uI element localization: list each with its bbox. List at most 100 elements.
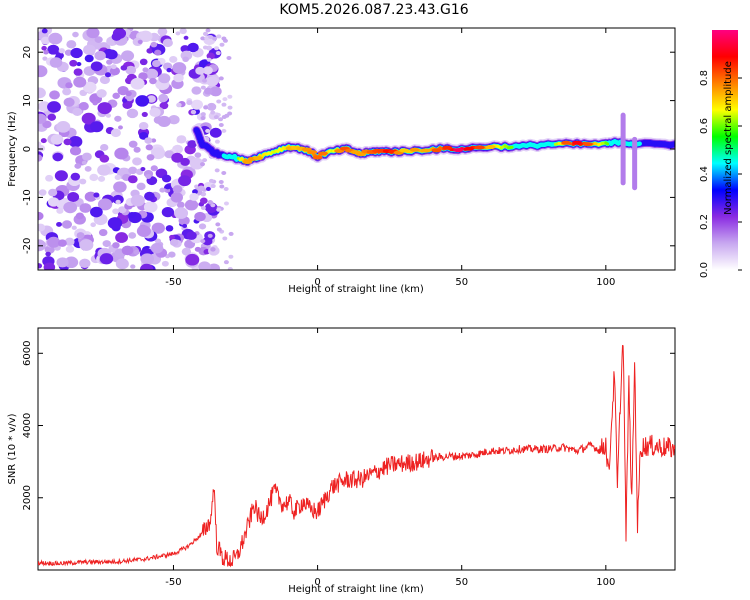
noise-blob [38,263,43,269]
noise-blob [164,184,171,190]
noise-blob [38,239,46,252]
noise-blob [64,256,79,269]
noise-blob [94,36,103,44]
noise-blob [200,85,206,90]
noise-blob [63,138,72,146]
noise-blob [81,160,87,165]
ridge-core [399,148,410,153]
noise-blob [121,245,134,256]
noise-blob [40,138,47,144]
noise-blob [65,245,75,253]
noise-blob [50,134,64,145]
noise-blob [73,76,87,88]
noise-blob [79,258,91,269]
noise-blob [135,95,150,107]
noise-blob [70,47,83,59]
noise-blob [114,174,121,181]
noise-blob [159,187,166,193]
noise-blob [56,257,69,268]
ridge-segment [666,141,675,149]
noise-blob [45,251,51,257]
noise-blob [69,59,78,67]
noise-blob [216,34,222,39]
noise-blob [99,75,110,85]
noise-blob [219,184,225,189]
y-tick-label: 6000 [22,341,33,366]
noise-blob [200,112,206,117]
noise-blob [202,66,213,75]
noise-blob [157,28,168,36]
noise-blob [43,49,49,55]
noise-blob [222,97,228,102]
noise-blob [90,61,103,72]
noise-blob [210,184,216,189]
noise-blob [69,146,82,156]
x-tick-label: -50 [165,277,181,288]
noise-blob [86,28,100,39]
noise-blob [64,49,73,56]
noise-blob [161,207,175,218]
noise-blob [197,185,205,192]
colorbar: 0.0 0.2 0.4 0.6 0.8 Normalized spectral ampl… [699,30,742,278]
noise-blob [97,198,113,211]
snr-series-line [38,344,675,568]
noise-blob [57,239,67,247]
noise-blob [38,154,43,162]
ridge-core [582,142,593,147]
noise-blob [216,227,222,232]
noise-blob [136,225,151,238]
ridge-core [474,145,485,150]
noise-blob [89,173,99,182]
noise-blob [128,232,137,239]
noise-blob [206,76,219,87]
noise-blob [204,87,213,95]
noise-blob [128,211,136,219]
noise-blob [82,81,97,94]
y-tick-label: 4000 [22,413,33,438]
noise-blob [144,137,153,144]
noise-blob [158,73,171,84]
noise-blob [90,206,103,218]
noise-blob [48,188,58,197]
ridge-core [317,151,328,156]
noise-blob [125,90,132,97]
noise-blob [75,212,84,220]
noise-blob [58,48,65,54]
ridge-segment [604,141,610,146]
noise-blob [218,180,224,185]
ridge-core [561,140,572,145]
noise-blob [151,147,166,160]
noise-blob [209,86,222,97]
noise-blob [99,253,114,265]
noise-blob [150,242,164,254]
noise-blob [105,113,112,118]
noise-blob [47,101,61,113]
noise-blob [186,100,193,106]
ridge-core [431,148,442,153]
noise-blob [206,52,215,60]
noise-blob [62,87,72,96]
noise-blob [63,201,78,214]
noise-blob [210,110,216,115]
noise-blob [207,200,213,205]
colorbar-tick-label: 0.4 [699,166,710,182]
noise-blob [49,90,60,100]
ridge-core [463,146,474,151]
noise-blob [130,264,136,269]
noise-blob [127,175,138,184]
noise-blob [172,185,183,194]
figure-title: KOM5.2026.087.23.43.G16 [279,2,468,18]
noise-blob [72,107,83,116]
noise-blob [149,77,157,85]
noise-blob [215,51,221,56]
noise-blob [168,115,180,125]
noise-blob [83,44,96,56]
noise-blob [111,32,122,41]
ridge-core [453,148,464,153]
noise-blob [161,260,169,267]
noise-blob [199,162,205,167]
noise-blob [212,36,218,41]
noise-blob [202,78,208,83]
noise-blob [47,197,60,207]
ridge-core [355,152,366,157]
